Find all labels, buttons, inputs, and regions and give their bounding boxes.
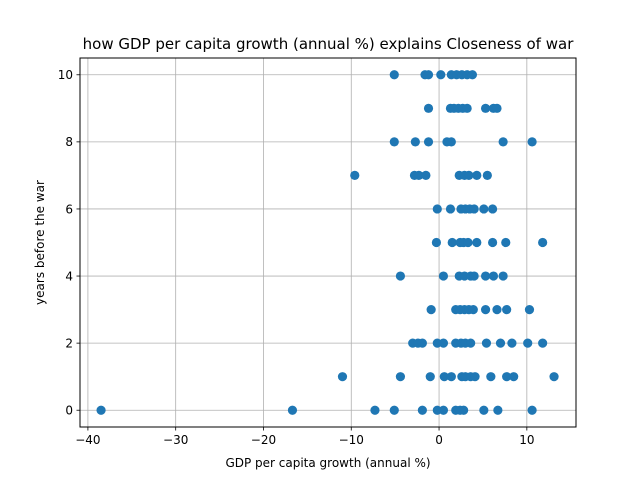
scatter-point: [527, 405, 537, 415]
chart-title: how GDP per capita growth (annual %) exp…: [83, 35, 575, 53]
x-tick-label: −30: [163, 433, 188, 447]
scatter-point: [423, 103, 434, 113]
scatter-point: [469, 204, 479, 214]
x-tick-label: −10: [339, 433, 364, 447]
scatter-point: [423, 137, 434, 147]
scatter-point: [466, 338, 476, 348]
scatter-point: [446, 372, 456, 382]
scatter-point: [421, 170, 431, 181]
scatter-point: [486, 372, 496, 382]
scatter-point: [498, 137, 508, 147]
scatter-point: [488, 271, 499, 281]
scatter-point: [423, 70, 434, 80]
scatter-point: [459, 405, 469, 415]
axis-ticks: −40 −30 −20 −10 0 10 0 2 4 6 8 10: [58, 68, 535, 447]
scatter-point: [431, 237, 442, 248]
data-points: [96, 70, 559, 415]
scatter-point: [492, 304, 502, 315]
scatter-point: [445, 204, 456, 214]
x-axis-label: GDP per capita growth (annual %): [225, 456, 430, 470]
scatter-point: [464, 170, 474, 181]
scatter-point: [480, 271, 491, 281]
scatter-point: [502, 372, 512, 382]
scatter-point: [480, 103, 491, 113]
scatter-point: [389, 137, 399, 147]
scatter-point: [527, 137, 537, 147]
scatter-point: [488, 237, 498, 248]
scatter-point: [481, 338, 492, 348]
scatter-point: [462, 103, 472, 113]
scatter-point: [468, 304, 478, 315]
scatter-point: [482, 170, 492, 181]
y-tick-label: 4: [65, 269, 73, 283]
scatter-point: [495, 338, 506, 348]
scatter-point: [438, 271, 449, 281]
scatter-point: [470, 372, 480, 382]
scatter-point: [501, 237, 511, 248]
scatter-point: [463, 237, 473, 248]
scatter-point: [438, 405, 449, 415]
y-axis-label: years before the war: [33, 180, 47, 305]
plot-frame: [79, 57, 577, 428]
scatter-point: [488, 204, 498, 214]
scatter-point: [417, 338, 427, 348]
scatter-point: [287, 405, 298, 415]
scatter-point: [410, 137, 420, 147]
scatter-point: [395, 271, 406, 281]
scatter-point: [492, 103, 502, 113]
scatter-point: [479, 405, 489, 415]
x-tick-label: −20: [251, 433, 276, 447]
y-tick-label: 10: [58, 68, 73, 82]
scatter-point: [523, 338, 533, 348]
scatter-point: [549, 372, 559, 382]
scatter-point: [538, 338, 548, 348]
y-tick-label: 2: [65, 336, 73, 350]
scatter-point: [438, 338, 449, 348]
scatter-point: [467, 70, 478, 80]
scatter-point: [538, 237, 548, 248]
scatter-point: [502, 304, 512, 315]
scatter-point: [370, 405, 380, 415]
scatter-point: [417, 405, 427, 415]
scatter-point: [426, 304, 436, 315]
x-tick-label: 10: [519, 433, 534, 447]
y-tick-label: 6: [65, 202, 73, 216]
scatter-point: [524, 304, 535, 315]
scatter-point: [472, 237, 482, 248]
scatter-point: [395, 372, 406, 382]
scatter-point: [436, 70, 446, 80]
x-tick-label: −40: [75, 433, 100, 447]
scatter-point: [414, 170, 424, 181]
x-tick-label: 0: [435, 433, 443, 447]
scatter-point: [425, 372, 435, 382]
scatter-point: [509, 372, 519, 382]
scatter-point: [439, 372, 449, 382]
scatter-point: [493, 405, 503, 415]
scatter-point: [350, 170, 360, 181]
scatter-point: [389, 70, 399, 80]
scatter-point: [337, 372, 348, 382]
scatter-point: [446, 137, 456, 147]
scatter-point: [498, 271, 508, 281]
scatter-point: [96, 405, 106, 415]
y-tick-label: 0: [65, 404, 73, 418]
scatter-point: [389, 405, 399, 415]
scatter-point: [447, 237, 457, 248]
scatter-point: [432, 204, 442, 214]
y-tick-label: 8: [65, 135, 73, 149]
scatter-point: [469, 271, 479, 281]
scatter-point: [479, 204, 489, 214]
scatter-point: [507, 338, 517, 348]
scatter-point: [480, 304, 491, 315]
scatter-point: [472, 170, 482, 181]
